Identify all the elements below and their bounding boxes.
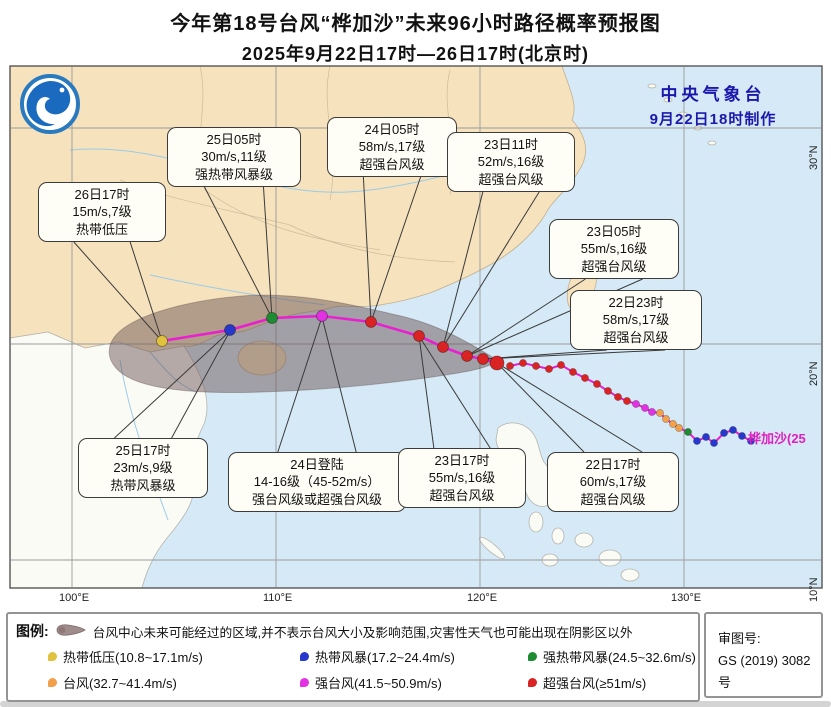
callout-time: 26日17时 xyxy=(74,187,130,202)
legend-cone-text: 台风中心未来可能经过的区域,并不表示台风大小及影响范围,灾害性天气也可能出现在阴… xyxy=(92,625,633,640)
callout-category: 热带风暴级 xyxy=(110,477,176,493)
svg-text:100°E: 100°E xyxy=(59,592,89,604)
callout-wind: 60m/s,17级 xyxy=(579,474,647,490)
legend-item-ty: 台风(32.7~41.4m/s) xyxy=(48,673,300,692)
header: 今年第18号台风“桦加沙”未来96小时路径概率预报图 2025年9月22日17时… xyxy=(0,0,831,66)
callout-25d17h: 25日17时 23m/s,9级 热带风暴级 xyxy=(78,438,208,499)
callout-time: 23日17时 xyxy=(434,453,490,468)
callout-24d05h: 24日05时 58m/s,17级 超强台风级 xyxy=(327,117,457,178)
bottom-strip xyxy=(0,701,831,707)
callout-time: 24日05时 xyxy=(364,122,420,137)
callout-22d23h: 22日23时 58m/s,17级 超强台风级 xyxy=(570,290,702,351)
callout-time: 22日23时 xyxy=(608,295,664,310)
callout-category: 超强台风级 xyxy=(581,258,647,274)
watermark-issued: 9月22日18时制作 xyxy=(649,111,777,128)
typhoon-name-label: 桦加沙(25 xyxy=(748,431,806,446)
callout-23d17h: 23日17时 55m/s,16级 超强台风级 xyxy=(398,448,526,509)
sts-marker-icon xyxy=(528,652,537,661)
map-title: 今年第18号台风“桦加沙”未来96小时路径概率预报图 xyxy=(170,13,661,35)
callout-category: 超强台风级 xyxy=(429,487,495,503)
legend-title: 图例: xyxy=(16,623,49,639)
approval-label: 审图号: xyxy=(718,631,761,646)
cone-symbol-icon xyxy=(55,623,87,640)
ts-marker-icon xyxy=(300,652,309,661)
callout-category: 热带低压 xyxy=(75,221,128,237)
legend-item-sts: 强热带风暴(24.5~32.6m/s) xyxy=(528,647,696,666)
callout-23d11h: 23日11时 52m/s,16级 超强台风级 xyxy=(447,132,575,193)
callout-time: 22日17时 xyxy=(585,457,641,472)
callout-wind: 58m/s,17级 xyxy=(602,312,670,328)
callout-wind: 30m/s,11级 xyxy=(201,149,267,165)
svg-text:110°E: 110°E xyxy=(263,592,292,604)
callout-25d05h: 25日05时 30m/s,11级 强热带风暴级 xyxy=(167,127,301,188)
approval-number: GS (2019) 3082号 xyxy=(718,653,811,691)
legend-item-super-ty: 超强台风(≥51m/s) xyxy=(528,673,696,692)
ryukyu-islands xyxy=(647,83,717,146)
callout-category: 超强台风级 xyxy=(603,329,669,345)
callout-category: 强热带风暴级 xyxy=(194,166,273,182)
cma-logo-icon xyxy=(18,72,82,136)
callout-category: 超强台风级 xyxy=(359,156,425,172)
callout-wind: 23m/s,9级 xyxy=(113,460,173,476)
svg-text:20°N: 20°N xyxy=(808,361,820,386)
callout-wind: 14-16级（45-52m/s） xyxy=(253,474,381,490)
approval-number-box: 审图号: GS (2019) 3082号 xyxy=(704,612,823,698)
callout-time: 25日17时 xyxy=(115,443,171,458)
legend: 图例: 台风中心未来可能经过的区域,并不表示台风大小及影响范围,灾害性天气也可能… xyxy=(6,612,700,702)
callout-24d-landfall: 24日登陆 14-16级（45-52m/s） 强台风级或超强台风级 xyxy=(228,452,406,513)
callout-wind: 55m/s,16级 xyxy=(580,241,648,257)
callout-wind: 15m/s,7级 xyxy=(72,204,132,220)
callout-time: 24日登陆 xyxy=(290,457,344,472)
watermark-agency: 中央气象台 xyxy=(660,85,766,104)
callout-wind: 55m/s,16级 xyxy=(428,470,496,486)
callout-26d17h: 26日17时 15m/s,7级 热带低压 xyxy=(38,182,166,243)
svg-text:120°E: 120°E xyxy=(467,592,497,604)
callout-category: 超强台风级 xyxy=(478,171,544,187)
callout-time: 25日05时 xyxy=(206,132,262,147)
callout-23d05h: 23日05时 55m/s,16级 超强台风级 xyxy=(549,219,679,280)
td-marker-icon xyxy=(48,652,57,661)
legend-item-td: 热带低压(10.8~17.1m/s) xyxy=(48,647,300,666)
map-border xyxy=(9,65,823,589)
callout-22d17h: 22日17时 60m/s,17级 超强台风级 xyxy=(547,452,679,513)
map-subtitle: 2025年9月22日17时—26日17时(北京时) xyxy=(241,44,590,64)
callout-category: 超强台风级 xyxy=(580,491,646,507)
callout-wind: 52m/s,16级 xyxy=(477,154,545,170)
callout-category: 强台风级或超强台风级 xyxy=(251,491,382,507)
svg-text:130°E: 130°E xyxy=(671,592,701,604)
legend-item-ts: 热带风暴(17.2~24.4m/s) xyxy=(300,647,528,666)
callout-time: 23日05时 xyxy=(586,224,642,239)
svg-text:10°N: 10°N xyxy=(808,577,820,602)
legend-item-sty: 强台风(41.5~50.9m/s) xyxy=(300,673,528,692)
super-ty-marker-icon xyxy=(528,678,537,687)
watermark: 中央气象台 9月22日18时制作 xyxy=(623,80,803,129)
sty-marker-icon xyxy=(300,678,309,687)
axis-labels: 100°E 110°E 120°E 130°E 30°N 20°N 10°N xyxy=(59,145,820,604)
svg-text:30°N: 30°N xyxy=(808,145,820,170)
callout-wind: 58m/s,17级 xyxy=(358,139,426,155)
callout-time: 23日11时 xyxy=(484,137,538,152)
ty-marker-icon xyxy=(48,678,57,687)
